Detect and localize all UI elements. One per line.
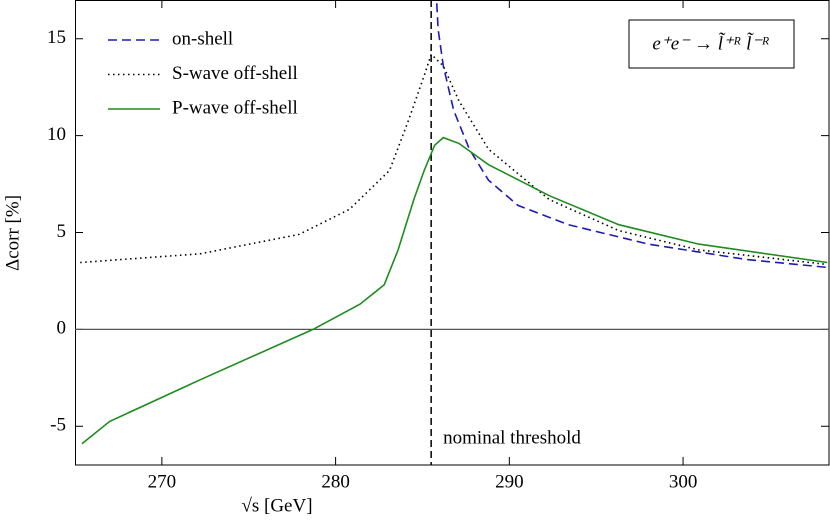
y-tick-label: 0 xyxy=(57,318,67,339)
y-tick-label: -5 xyxy=(50,415,66,436)
series-line xyxy=(435,0,828,269)
plot-lines xyxy=(80,0,828,445)
legend-label: on-shell xyxy=(172,28,233,49)
legend-label: S-wave off-shell xyxy=(172,63,298,84)
y-tick-label: 5 xyxy=(57,221,67,242)
x-tick-label: 280 xyxy=(321,471,350,492)
y-axis-label: Δcorr [%] xyxy=(2,195,23,271)
series-line xyxy=(80,52,828,266)
process-box xyxy=(628,19,795,69)
x-tick-label: 270 xyxy=(148,471,177,492)
series-line xyxy=(81,136,828,445)
process-label: e⁺e⁻ → l̃⁺ᴿ l̃⁻ᴿ xyxy=(652,33,769,55)
y-tick-label: 10 xyxy=(47,124,66,145)
threshold-label: nominal threshold xyxy=(443,427,581,448)
legend-label: P-wave off-shell xyxy=(172,97,298,118)
x-tick-label: 300 xyxy=(669,471,698,492)
x-tick-label: 290 xyxy=(495,471,524,492)
x-axis-label: √s [GeV] xyxy=(241,495,312,516)
y-tick-label: 15 xyxy=(47,27,66,48)
